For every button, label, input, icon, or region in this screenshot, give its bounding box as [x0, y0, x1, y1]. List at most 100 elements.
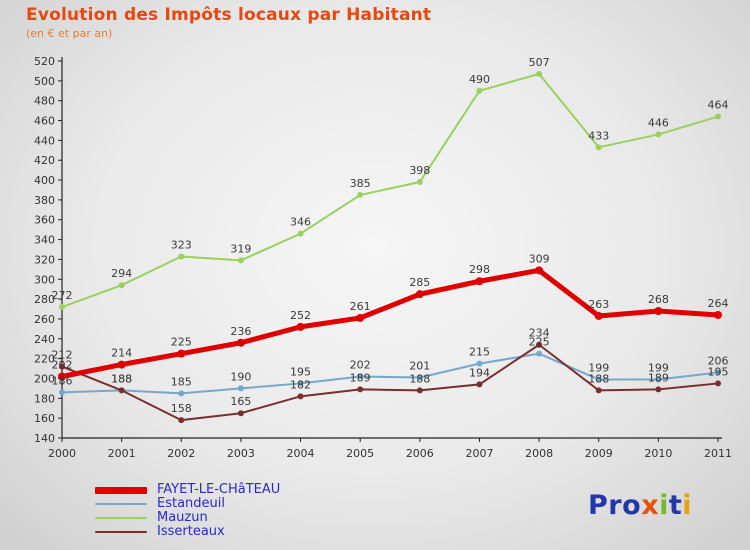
data-point	[58, 372, 66, 381]
logo-letter: t	[668, 490, 683, 521]
data-point	[536, 350, 543, 357]
data-point	[415, 290, 424, 299]
y-tick-label: 160	[34, 412, 55, 425]
value-label: 199	[588, 361, 609, 374]
data-point	[655, 376, 662, 383]
value-label: 236	[230, 325, 251, 338]
data-point	[715, 369, 721, 376]
y-tick-label: 500	[34, 75, 55, 88]
y-tick-label: 420	[34, 154, 55, 167]
x-tick-label: 2003	[227, 447, 255, 460]
x-tick-label: 2000	[48, 447, 76, 460]
x-tick-label: 2007	[465, 447, 493, 460]
x-tick-label: 2004	[287, 447, 315, 460]
data-point	[416, 179, 423, 186]
data-point	[297, 380, 304, 387]
y-tick-label: 280	[34, 293, 55, 306]
data-point	[297, 230, 304, 237]
legend-item: Mauzun	[95, 511, 280, 525]
logo-letter: x	[641, 490, 660, 521]
value-label: 158	[171, 402, 192, 415]
value-label: 263	[588, 298, 609, 311]
logo-letter: P	[588, 490, 609, 521]
y-tick-label: 480	[34, 95, 55, 108]
data-point	[357, 386, 364, 393]
data-point	[59, 389, 65, 396]
data-point	[416, 387, 423, 394]
logo-letter: i	[682, 490, 693, 521]
legend-swatch	[95, 517, 147, 519]
value-label: 189	[350, 371, 371, 384]
data-point	[715, 380, 721, 387]
legend-swatch	[95, 503, 147, 505]
series-line-2	[61, 72, 719, 309]
value-label: 202	[52, 358, 73, 371]
value-label: 264	[708, 297, 729, 310]
value-label: 189	[648, 371, 669, 384]
data-point	[178, 417, 185, 424]
data-point	[416, 374, 423, 381]
y-tick-label: 520	[34, 55, 55, 68]
y-tick-label: 200	[34, 372, 55, 385]
value-label: 433	[588, 129, 609, 142]
value-label: 195	[290, 365, 311, 378]
data-point	[595, 376, 602, 383]
page-title: Evolution des Impôts locaux par Habitant	[26, 5, 432, 25]
data-point	[237, 410, 244, 417]
value-label: 268	[648, 293, 669, 306]
data-point	[118, 282, 125, 289]
data-point	[595, 144, 602, 151]
value-label: 188	[111, 372, 132, 385]
legend-swatch	[95, 486, 147, 494]
data-point	[297, 393, 304, 400]
value-label: 507	[529, 56, 550, 69]
y-tick-label: 260	[34, 313, 55, 326]
data-point	[237, 385, 244, 392]
y-tick-label: 440	[34, 134, 55, 147]
data-point	[178, 253, 185, 260]
chart-area: 140 160 180 200 220 240 260 280 300 320 340 360 380 4…	[0, 46, 750, 468]
value-label: 165	[230, 395, 251, 408]
data-point	[356, 313, 365, 322]
data-point	[59, 363, 65, 370]
data-point	[178, 390, 185, 397]
data-point	[655, 386, 662, 393]
value-label: 285	[409, 276, 430, 289]
legend: FAYET-LE-CHâTEAU Estandeuil Mauzun Isser…	[95, 483, 280, 539]
legend-item: FAYET-LE-CHâTEAU	[95, 483, 280, 497]
data-point	[476, 360, 483, 367]
y-tick-label: 400	[34, 174, 55, 187]
value-label: 182	[290, 378, 311, 391]
data-point	[357, 191, 364, 198]
value-label: 323	[171, 238, 192, 251]
value-label: 206	[708, 355, 729, 368]
x-tick-label: 2001	[108, 447, 136, 460]
value-label: 186	[52, 374, 73, 387]
data-point	[595, 387, 602, 394]
value-label: 294	[111, 267, 132, 280]
value-label: 215	[469, 346, 490, 359]
x-tick-label: 2009	[585, 447, 613, 460]
y-tick-label: 140	[34, 432, 55, 445]
y-tick-label: 460	[34, 115, 55, 128]
series-line-1	[61, 352, 719, 395]
legend-label: Estandeuil	[157, 496, 226, 511]
page-subtitle: (en € et par an)	[26, 27, 113, 40]
value-label: 188	[111, 372, 132, 385]
chart-header: Evolution des Impôts locaux par Habitant…	[26, 5, 431, 40]
data-point	[654, 307, 663, 316]
legend-item: Estandeuil	[95, 497, 280, 511]
value-label: 195	[708, 365, 729, 378]
x-tick-label: 2002	[167, 447, 195, 460]
value-label: 298	[469, 263, 490, 276]
series-line-0	[59, 267, 721, 379]
y-tick-label: 180	[34, 392, 55, 405]
value-label: 319	[230, 242, 251, 255]
legend-label: Isserteaux	[157, 524, 225, 539]
legend-item: Isserteaux	[95, 525, 280, 539]
logo-letter: o	[622, 490, 642, 521]
x-tick-label: 2010	[644, 447, 672, 460]
value-label: 194	[469, 366, 490, 379]
value-label: 202	[350, 358, 371, 371]
value-label: 446	[648, 116, 669, 129]
